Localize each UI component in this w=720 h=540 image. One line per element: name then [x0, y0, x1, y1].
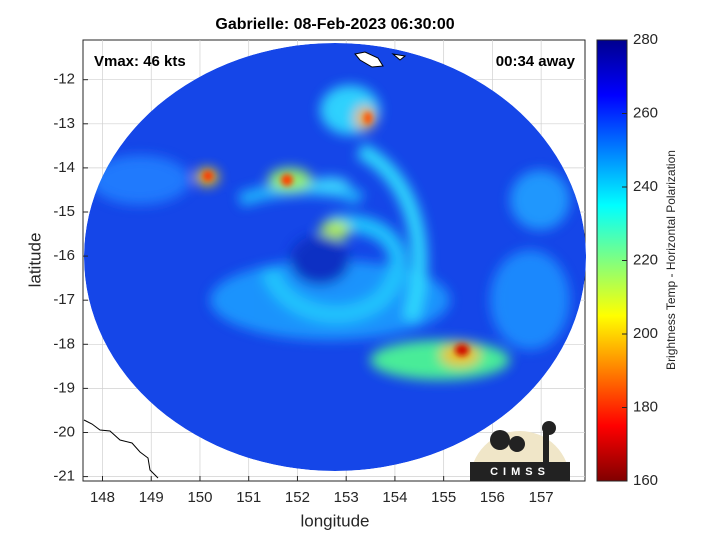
x-tick-label: 151 — [236, 489, 261, 506]
coastline — [83, 419, 159, 479]
colorbar-tick-label: 280 — [633, 31, 658, 48]
x-tick-label: 150 — [187, 489, 212, 506]
y-tick-label: -18 — [53, 335, 75, 352]
colorbar-label: Brightness Temp - Horizontal Polarizatio… — [664, 150, 678, 370]
annotation: Vmax: 46 kts — [94, 53, 186, 70]
annotation: 00:34 away — [496, 53, 576, 70]
cimss-logo: CIMSS — [470, 421, 570, 481]
colorbar-tick-label: 260 — [633, 104, 658, 121]
y-tick-label: -20 — [53, 423, 75, 440]
x-tick-label: 153 — [334, 489, 359, 506]
y-tick-label: -14 — [53, 159, 75, 176]
logo-text: CIMSS — [490, 466, 550, 478]
x-axis-label: longitude — [300, 511, 369, 530]
y-tick-label: -15 — [53, 203, 75, 220]
y-tick-label: -16 — [53, 247, 75, 264]
x-tick-label: 155 — [431, 489, 456, 506]
y-tick-label: -12 — [53, 71, 75, 88]
x-tick-label: 154 — [382, 489, 407, 506]
colorbar-tick-label: 220 — [633, 251, 658, 268]
y-axis-label: latitude — [25, 233, 44, 288]
colorbar-tick-label: 240 — [633, 178, 658, 195]
satellite-image — [84, 43, 586, 471]
x-tick-label: 149 — [139, 489, 164, 506]
y-tick-label: -17 — [53, 291, 75, 308]
y-tick-label: -19 — [53, 379, 75, 396]
coastline — [354, 51, 407, 68]
chart-title: Gabrielle: 08-Feb-2023 06:30:00 — [215, 16, 454, 33]
x-tick-label: 152 — [285, 489, 310, 506]
colorbar-tick-label: 200 — [633, 325, 658, 342]
y-tick-label: -21 — [53, 468, 75, 485]
x-tick-label: 157 — [529, 489, 554, 506]
colorbar-tick-label: 180 — [633, 398, 658, 415]
y-tick-label: -13 — [53, 115, 75, 132]
colorbar-tick-label: 160 — [633, 472, 658, 489]
x-tick-label: 156 — [480, 489, 505, 506]
x-tick-label: 148 — [90, 489, 115, 506]
